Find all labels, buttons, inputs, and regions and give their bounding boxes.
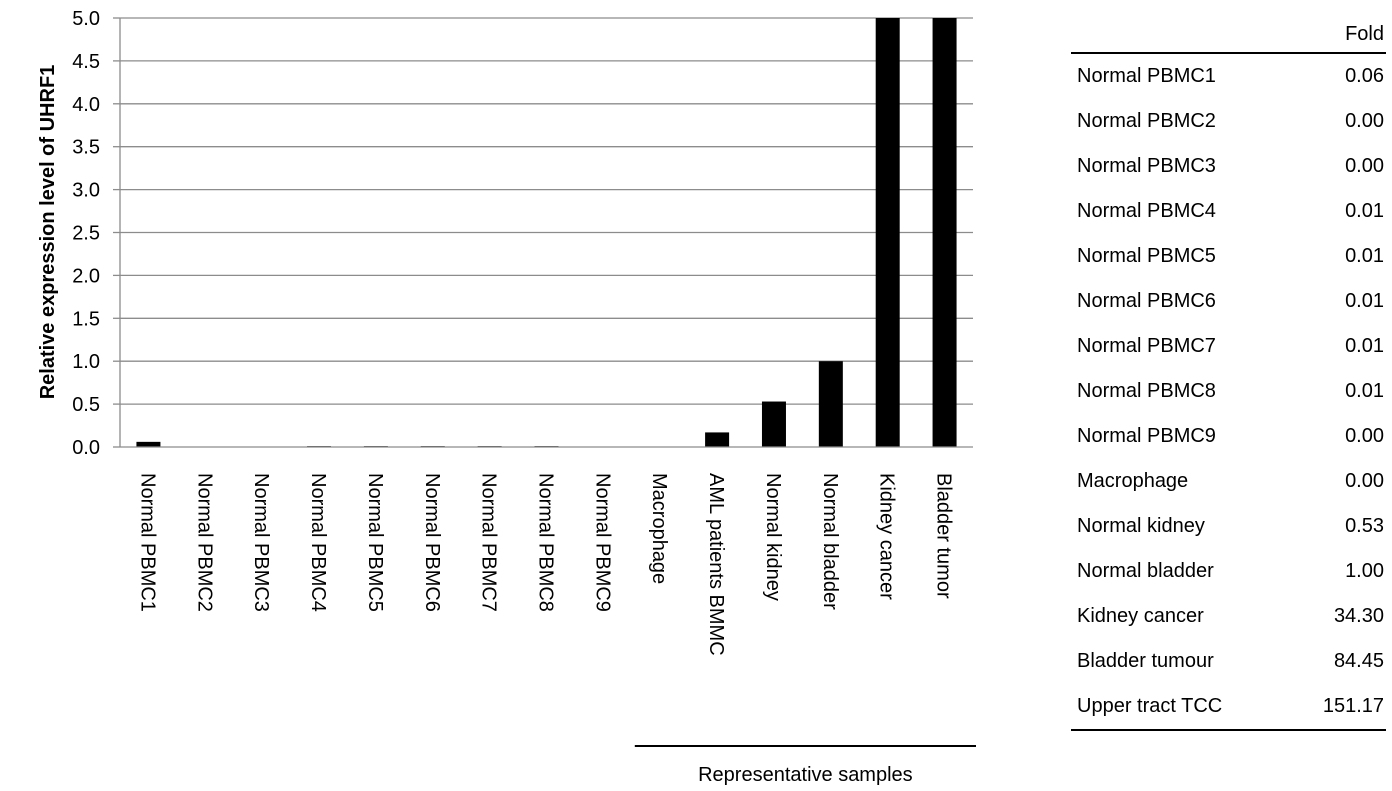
table-cell-sample: Normal PBMC6 bbox=[1077, 290, 1216, 312]
table-cell-sample: Normal PBMC1 bbox=[1077, 65, 1216, 87]
x-category-label: Normal PBMC6 bbox=[421, 473, 443, 612]
table-row: Normal PBMC3 0.00 bbox=[1071, 144, 1386, 189]
x-category-label: Normal kidney bbox=[762, 473, 784, 601]
table-cell-fold: 0.53 bbox=[1345, 515, 1384, 537]
y-tick-label: 1.0 bbox=[72, 351, 100, 373]
x-category-label: Normal PBMC4 bbox=[307, 473, 329, 612]
y-tick-label: 3.5 bbox=[72, 137, 100, 159]
y-tick-label: 5.0 bbox=[72, 8, 100, 30]
table-cell-fold: 151.17 bbox=[1322, 695, 1384, 717]
bar bbox=[875, 18, 900, 447]
x-category-label: Normal PBMC9 bbox=[591, 473, 613, 612]
table-cell-fold: 34.30 bbox=[1333, 605, 1384, 627]
table-cell-sample: Normal PBMC8 bbox=[1077, 380, 1216, 402]
y-axis-label: Relative expression level of UHRF1 bbox=[37, 65, 59, 400]
table-cell-fold: 84.45 bbox=[1333, 650, 1384, 672]
axes bbox=[119, 18, 973, 448]
table-cell-fold: 0.01 bbox=[1345, 380, 1384, 402]
table-cell-fold: 0.01 bbox=[1345, 335, 1384, 357]
table-cell-sample: Normal bladder bbox=[1077, 560, 1214, 582]
table-row: Normal PBMC5 0.01 bbox=[1071, 234, 1386, 279]
bar bbox=[761, 401, 786, 447]
y-tick-label: 0.0 bbox=[72, 437, 100, 459]
x-category-label: Normal PBMC1 bbox=[136, 473, 158, 612]
y-tick-label: 4.0 bbox=[72, 94, 100, 116]
table-cell-fold: 0.00 bbox=[1345, 110, 1384, 132]
table-cell-fold: 0.00 bbox=[1345, 155, 1384, 177]
x-category-label: Normal PBMC5 bbox=[364, 473, 386, 612]
y-tick-label: 1.5 bbox=[72, 308, 100, 330]
table-row: Normal bladder 1.00 bbox=[1071, 549, 1386, 594]
bar bbox=[705, 432, 730, 447]
y-tick-label: 4.5 bbox=[72, 51, 100, 73]
table-header-fold: Fold bbox=[1345, 22, 1384, 45]
y-tick-labels: 0.0 0.5 1.0 1.5 2.0 2.5 3.0 3.5 4.0 4.5 5.0 bbox=[72, 8, 100, 459]
y-tick-label: 0.5 bbox=[72, 394, 100, 416]
group-label: Representative samples bbox=[698, 764, 913, 786]
table-cell-fold: 0.01 bbox=[1345, 290, 1384, 312]
table-cell-fold: 0.01 bbox=[1345, 200, 1384, 222]
table-cell-fold: 0.00 bbox=[1345, 470, 1384, 492]
table-row: Normal PBMC4 0.01 bbox=[1071, 189, 1386, 234]
bar-chart: 0.0 0.5 1.0 1.5 2.0 2.5 3.0 3.5 4.0 4.5 5.0 Normal… bbox=[37, 8, 976, 786]
table-row: Normal PBMC6 0.01 bbox=[1071, 279, 1386, 324]
x-category-label: Normal PBMC3 bbox=[250, 473, 272, 612]
table-row: Bladder tumour 84.45 bbox=[1071, 639, 1386, 684]
table-cell-sample: Normal PBMC2 bbox=[1077, 110, 1216, 132]
table-row: Macrophage 0.00 bbox=[1071, 459, 1386, 504]
table-header-name bbox=[1071, 16, 1293, 53]
table-cell-fold: 0.06 bbox=[1345, 65, 1384, 87]
y-tick-label: 3.0 bbox=[72, 180, 100, 202]
table-cell-sample: Normal PBMC4 bbox=[1077, 200, 1216, 222]
y-tick-label: 2.0 bbox=[72, 265, 100, 287]
table-cell-sample: Normal PBMC9 bbox=[1077, 425, 1216, 447]
x-category-label: Macrophage bbox=[648, 473, 670, 584]
fold-table: Fold Normal PBMC1 0.06 Normal PBMC2 0.00 Nor… bbox=[1071, 16, 1386, 731]
x-category-labels: Normal PBMC1 Normal PBMC2 Normal PBMC3 Norm… bbox=[136, 473, 954, 656]
table-cell-sample: Bladder tumour bbox=[1077, 650, 1214, 672]
table-row: Normal PBMC8 0.01 bbox=[1071, 369, 1386, 414]
x-category-label: Kidney cancer bbox=[876, 473, 898, 600]
table-header-row: Fold bbox=[1071, 16, 1386, 53]
table-row: Upper tract TCC 151.17 bbox=[1071, 684, 1386, 730]
table-cell-sample: Normal PBMC5 bbox=[1077, 245, 1216, 267]
table-cell-fold: 0.00 bbox=[1345, 425, 1384, 447]
x-category-label: Normal bladder bbox=[819, 473, 841, 610]
table-row: Normal PBMC2 0.00 bbox=[1071, 99, 1386, 144]
table-row: Normal PBMC1 0.06 bbox=[1071, 53, 1386, 99]
table-row: Kidney cancer 34.30 bbox=[1071, 594, 1386, 639]
x-category-label: Bladder tumor bbox=[933, 473, 955, 599]
table-row: Normal PBMC7 0.01 bbox=[1071, 324, 1386, 369]
table-row: Normal kidney 0.53 bbox=[1071, 504, 1386, 549]
table-cell-sample: Normal PBMC7 bbox=[1077, 335, 1216, 357]
table-cell-fold: 0.01 bbox=[1345, 245, 1384, 267]
x-category-label: Normal PBMC2 bbox=[193, 473, 215, 612]
table-cell-sample: Upper tract TCC bbox=[1077, 695, 1223, 717]
bar bbox=[136, 441, 161, 447]
x-category-label: AML patients BMMC bbox=[705, 473, 727, 656]
gridlines bbox=[113, 17, 973, 448]
bar bbox=[932, 18, 957, 447]
bar bbox=[818, 361, 843, 447]
table-cell-sample: Kidney cancer bbox=[1077, 605, 1204, 627]
table-row: Normal PBMC9 0.00 bbox=[1071, 414, 1386, 459]
x-category-label: Normal PBMC8 bbox=[535, 473, 557, 612]
table-cell-sample: Normal kidney bbox=[1077, 515, 1205, 537]
x-category-label: Normal PBMC7 bbox=[478, 473, 500, 612]
table-cell-sample: Macrophage bbox=[1077, 470, 1189, 492]
table-cell-fold: 1.00 bbox=[1345, 560, 1384, 582]
table-cell-sample: Normal PBMC3 bbox=[1077, 155, 1216, 177]
y-tick-label: 2.5 bbox=[72, 223, 100, 245]
